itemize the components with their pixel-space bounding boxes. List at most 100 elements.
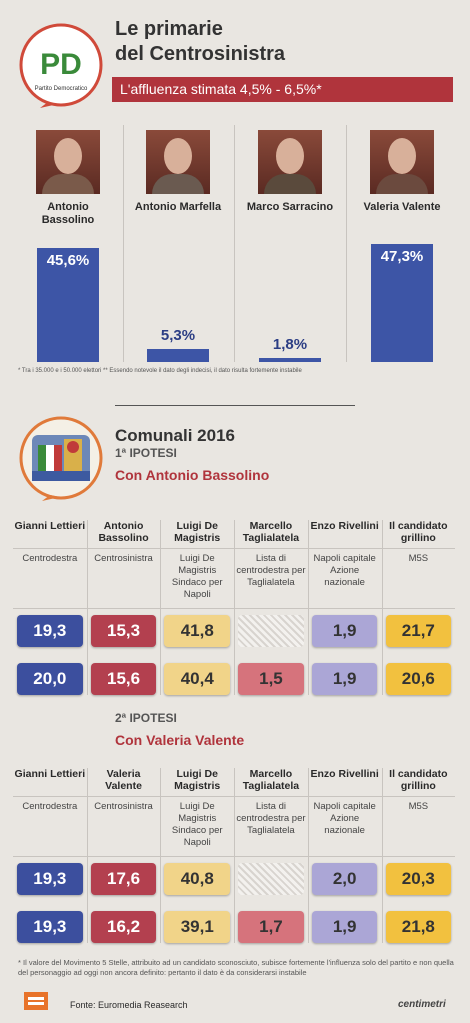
table-cell: 2,0 bbox=[311, 863, 378, 895]
logo-text: Partito Democratico bbox=[35, 86, 88, 92]
divider bbox=[160, 520, 162, 695]
shoulders bbox=[42, 174, 94, 194]
table-cell: 19,3 bbox=[17, 911, 83, 943]
title-line: Le primarie bbox=[115, 18, 223, 40]
value-label: 47,3% bbox=[380, 247, 424, 265]
title-line: del Centrosinistra bbox=[115, 43, 286, 65]
table-cell: 19,3 bbox=[17, 863, 83, 895]
table-cell: 39,1 bbox=[164, 911, 231, 943]
table-cell: 19,3 bbox=[17, 615, 83, 647]
column-header: Enzo Rivellini bbox=[310, 768, 379, 780]
table-cell: 20,0 bbox=[17, 663, 83, 695]
rule bbox=[13, 548, 456, 549]
table-cell: 20,3 bbox=[385, 863, 452, 895]
divider bbox=[381, 520, 383, 695]
divider bbox=[234, 520, 236, 695]
divider bbox=[234, 125, 235, 362]
column-header: Marcello Taglialatela bbox=[242, 768, 300, 792]
list-name: Lista di centrodestra per Taglialatela bbox=[236, 801, 306, 836]
source: Fonte: Euromedia Reasearch bbox=[70, 1000, 188, 1010]
scenario-label: 1ª IPOTESI bbox=[115, 446, 177, 460]
list-name: Centrodestra bbox=[22, 553, 78, 564]
banner: L'affluenza stimata 4,5% - 6,5%* bbox=[112, 77, 453, 102]
face bbox=[276, 138, 304, 174]
photo bbox=[146, 130, 210, 194]
table-cell: 41,8 bbox=[164, 615, 231, 647]
table-cell: 1,9 bbox=[311, 911, 378, 943]
divider bbox=[346, 125, 347, 362]
section-title: Comunali 2016 bbox=[115, 426, 235, 445]
column-header: Luigi De Magistris bbox=[174, 520, 221, 544]
divider bbox=[307, 520, 309, 695]
column-header: Marcello Taglialatela bbox=[242, 520, 300, 544]
column-header: Il candidato grillino bbox=[389, 768, 448, 792]
table-cell: 15,6 bbox=[90, 663, 157, 695]
bar bbox=[147, 348, 209, 362]
candidate-name: Antonio Bassolino bbox=[41, 201, 95, 226]
comunali-logo bbox=[19, 416, 103, 501]
column-header: Valeria Valente bbox=[105, 768, 142, 792]
candidate-name: Marco Sarracino bbox=[246, 201, 334, 213]
column-header: Gianni Lettieri bbox=[14, 768, 86, 780]
face bbox=[388, 138, 416, 174]
list-name: Centrodestra bbox=[22, 801, 78, 812]
value-label: 1,8% bbox=[272, 335, 308, 353]
table-cell: 16,2 bbox=[90, 911, 157, 943]
scenario-label: 2ª IPOTESI bbox=[115, 711, 177, 725]
list-name: Centrosinistra bbox=[94, 801, 153, 812]
shoulders bbox=[376, 174, 428, 194]
divider bbox=[86, 768, 88, 943]
column-header: Luigi De Magistris bbox=[174, 768, 221, 792]
footnote: * Tra i 35.000 e i 50.000 elettori ** Es… bbox=[18, 368, 302, 374]
list-name: Napoli capitale Azione nazionale bbox=[313, 553, 376, 588]
rule bbox=[13, 608, 456, 609]
divider bbox=[234, 768, 236, 943]
candidate-name: Antonio Marfella bbox=[134, 201, 222, 213]
list-name: M5S bbox=[408, 553, 429, 564]
logo-letters: PD bbox=[40, 48, 82, 81]
bar bbox=[259, 357, 321, 362]
empty-cell bbox=[238, 615, 304, 647]
table-cell: 21,7 bbox=[385, 615, 452, 647]
shoulders bbox=[152, 174, 204, 194]
column-header: Enzo Rivellini bbox=[310, 520, 379, 532]
brand: centimetri bbox=[398, 999, 446, 1010]
scenario-subtitle: Con Antonio Bassolino bbox=[115, 467, 270, 483]
table-cell: 1,5 bbox=[238, 663, 304, 695]
photo bbox=[258, 130, 322, 194]
face bbox=[54, 138, 82, 174]
divider bbox=[381, 768, 383, 943]
bar bbox=[371, 243, 433, 362]
table-cell: 20,6 bbox=[385, 663, 452, 695]
list-name: Luigi De Magistris Sindaco per Napoli bbox=[171, 801, 223, 848]
photo bbox=[370, 130, 434, 194]
separator bbox=[115, 405, 355, 406]
bar bbox=[37, 248, 99, 362]
candidate-name: Valeria Valente bbox=[363, 201, 441, 213]
list-name: Centrosinistra bbox=[94, 553, 153, 564]
face bbox=[164, 138, 192, 174]
table-cell: 1,9 bbox=[311, 663, 378, 695]
divider bbox=[123, 125, 124, 362]
table-cell: 1,7 bbox=[238, 911, 304, 943]
value-label: 45,6% bbox=[46, 252, 90, 269]
column-header: Gianni Lettieri bbox=[14, 520, 86, 532]
rule bbox=[13, 856, 456, 857]
brand-icon bbox=[24, 992, 48, 1010]
table-cell: 40,4 bbox=[164, 663, 231, 695]
pd-logo: PD Partito Democratico bbox=[19, 23, 103, 108]
column-header: Il candidato grillino bbox=[389, 520, 448, 544]
table-cell: 17,6 bbox=[90, 863, 157, 895]
list-name: Napoli capitale Azione nazionale bbox=[313, 801, 376, 836]
photo bbox=[36, 130, 100, 194]
empty-cell bbox=[238, 863, 304, 895]
table-cell: 40,8 bbox=[164, 863, 231, 895]
table-cell: 21,8 bbox=[385, 911, 452, 943]
list-name: Luigi De Magistris Sindaco per Napoli bbox=[171, 553, 223, 600]
divider bbox=[307, 768, 309, 943]
divider bbox=[86, 520, 88, 695]
column-header: Antonio Bassolino bbox=[98, 520, 149, 544]
shoulders bbox=[264, 174, 316, 194]
table-cell: 1,9 bbox=[311, 615, 378, 647]
